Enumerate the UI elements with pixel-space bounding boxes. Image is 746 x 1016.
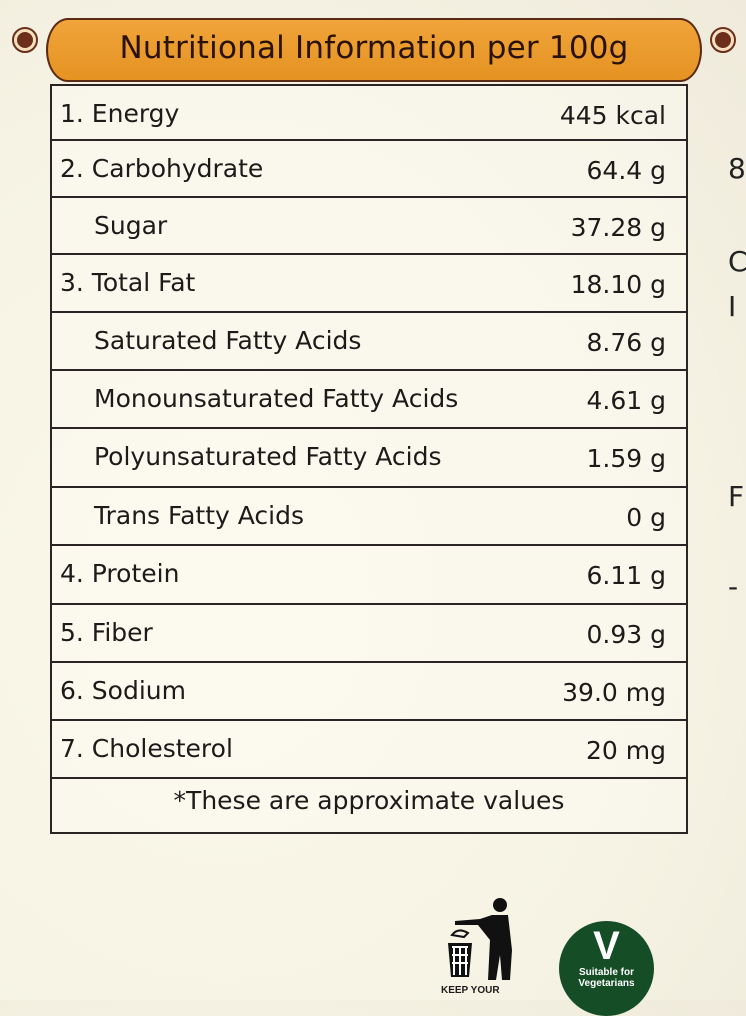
nutrient-value: 1.59 g [586, 444, 666, 473]
table-row: 6. Sodium 39.0 mg [52, 663, 686, 721]
nutrient-label: Monounsaturated Fatty Acids [94, 384, 459, 413]
nutrient-label: Trans Fatty Acids [94, 501, 305, 530]
nutrient-value: 4.61 g [586, 386, 666, 415]
nutrient-label: Polyunsaturated Fatty Acids [94, 442, 442, 471]
nutrient-label: 4. Protein [60, 559, 180, 588]
table-row: 1. Energy 445 kcal [52, 86, 686, 141]
vegetarian-badge: V Suitable for Vegetarians [559, 921, 654, 1016]
nutrient-value: 18.10 g [570, 270, 666, 299]
nutrient-value: 8.76 g [586, 328, 666, 357]
edge-fragment: I [728, 290, 737, 323]
nutrient-value: 64.4 g [586, 156, 666, 185]
page-title: Nutritional Information per 100g [119, 30, 629, 66]
edge-fragment: 8 [728, 152, 746, 185]
nutrient-label: 7. Cholesterol [60, 734, 233, 763]
nutrient-label: Saturated Fatty Acids [94, 326, 362, 355]
nutrient-value: 0.93 g [586, 620, 666, 649]
nutrient-value: 20 mg [586, 736, 666, 765]
nutrient-label: 1. Energy [60, 99, 180, 128]
edge-fragment: - [728, 570, 739, 603]
header-banner: Nutritional Information per 100g [46, 18, 702, 82]
table-row: Monounsaturated Fatty Acids 4.61 g [52, 371, 686, 429]
edge-fragment: C [728, 245, 746, 278]
table-row: 3. Total Fat 18.10 g [52, 255, 686, 313]
table-row: 4. Protein 6.11 g [52, 546, 686, 605]
ornament-left-icon [12, 27, 38, 53]
table-row: 7. Cholesterol 20 mg [52, 721, 686, 779]
nutrient-label: 2. Carbohydrate [60, 154, 264, 183]
nutrient-value: 37.28 g [570, 213, 666, 242]
nutrient-value: 6.11 g [586, 561, 666, 590]
vegetarian-text: Suitable for Vegetarians [578, 967, 635, 989]
nutrient-value: 445 kcal [559, 101, 666, 130]
table-row: 2. Carbohydrate 64.4 g [52, 141, 686, 198]
keep-clean-litter-icon [448, 898, 512, 980]
nutrient-label: 5. Fiber [60, 618, 153, 647]
table-row: Saturated Fatty Acids 8.76 g [52, 313, 686, 371]
table-row: 5. Fiber 0.93 g [52, 605, 686, 663]
footnote: *These are approximate values [173, 786, 565, 815]
vegetarian-mark: V [593, 924, 620, 968]
nutrition-table: *These are approximate values 1. Energy 4… [50, 84, 688, 834]
nutrient-value: 39.0 mg [562, 678, 666, 707]
nutrient-label: 6. Sodium [60, 676, 186, 705]
nutrient-label: Sugar [94, 211, 168, 240]
edge-fragment: F [728, 480, 745, 513]
nutrient-label: 3. Total Fat [60, 268, 196, 297]
table-row: Trans Fatty Acids 0 g [52, 488, 686, 546]
table-row: Sugar 37.28 g [52, 198, 686, 255]
ornament-right-icon [710, 27, 736, 53]
keep-clean-text: KEEP YOUR [441, 985, 500, 996]
table-row: Polyunsaturated Fatty Acids 1.59 g [52, 429, 686, 488]
nutrient-value: 0 g [626, 503, 666, 532]
